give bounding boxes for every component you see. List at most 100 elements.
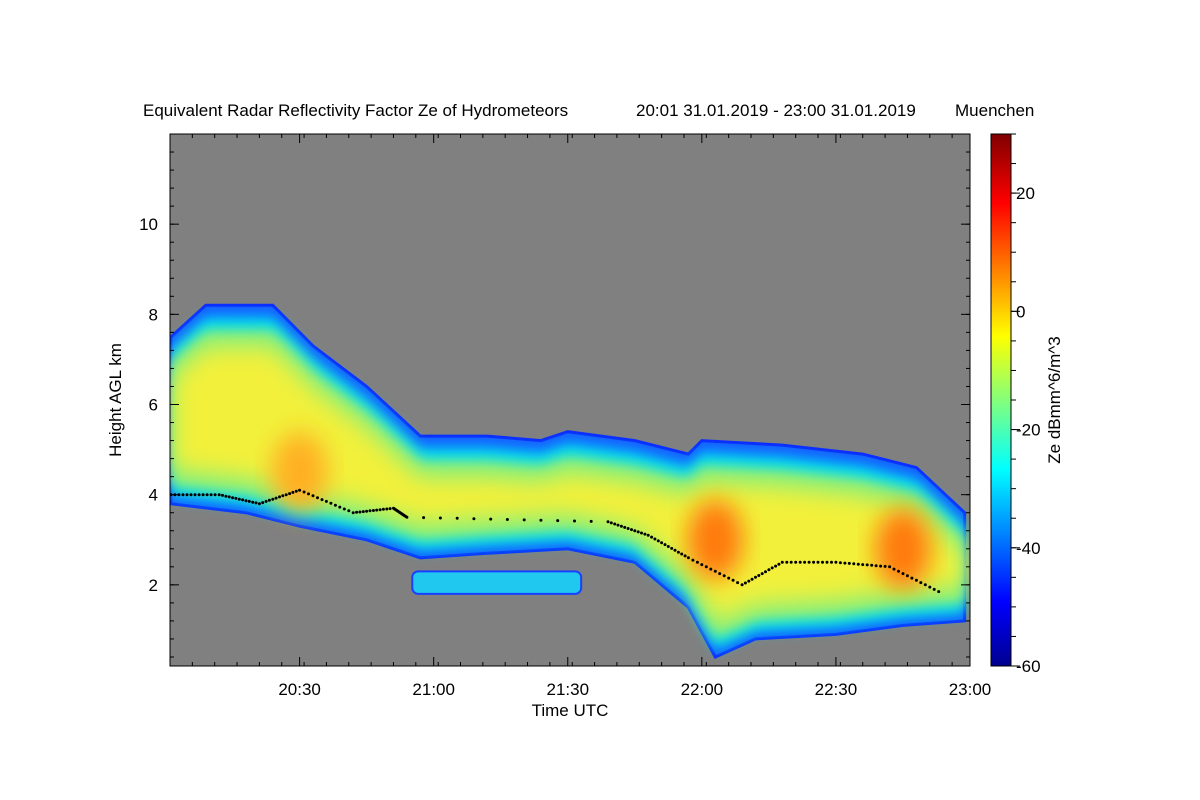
melting-layer-mark (807, 560, 811, 564)
melting-layer-mark (385, 507, 389, 511)
melting-layer-mark (284, 493, 288, 497)
melting-layer-mark (905, 574, 909, 578)
melting-layer-mark (329, 501, 333, 505)
colorbar-tick-label: 20 (1016, 184, 1035, 203)
melting-layer-mark (785, 560, 789, 564)
melting-layer-mark (883, 564, 887, 568)
melting-layer-mark (201, 493, 205, 497)
melting-layer-mark (695, 560, 699, 564)
melting-layer-mark (731, 578, 735, 582)
melting-layer-mark (663, 543, 667, 547)
y-axis-label: Height AGL km (106, 343, 125, 457)
melting-layer-mark (371, 509, 375, 512)
melting-layer-mark (794, 560, 798, 564)
melting-layer-mark (333, 503, 337, 507)
colorbar-ticks: 20 0 -20 -40 -60 (1011, 133, 1041, 676)
melting-layer-mark (650, 535, 654, 539)
x-tick-label: 20:30 (278, 680, 321, 699)
melting-layer-mark (718, 572, 722, 576)
melting-layer-mark (217, 493, 221, 497)
melting-layer-mark (278, 495, 281, 499)
melting-layer-mark (874, 564, 878, 568)
y-tick-label: 8 (149, 305, 158, 324)
melting-layer-mark (838, 561, 842, 565)
melting-layer-mark (760, 572, 764, 576)
melting-layer-mark (646, 533, 650, 537)
colorbar-tick-label: 0 (1016, 302, 1025, 321)
melting-layer-mark (378, 508, 382, 512)
echo-high-reflectivity (170, 345, 965, 624)
melting-layer-mark (673, 548, 677, 552)
melting-layer-mark (767, 568, 771, 572)
melting-layer-mark (686, 556, 690, 560)
melting-layer-mark (879, 564, 883, 568)
colorbar (990, 133, 1012, 667)
melting-layer-mark (630, 528, 633, 532)
echo-core (271, 432, 328, 513)
melting-layer-mark (919, 581, 923, 585)
melting-layer-mark (375, 508, 379, 512)
y-axis: 2 4 6 8 10 (139, 151, 970, 658)
melting-layer-mark (288, 492, 292, 496)
x-tick-label: 22:00 (681, 680, 724, 699)
chart-title: Equivalent Radar Reflectivity Factor Ze … (143, 101, 568, 120)
melting-layer-mark (821, 560, 824, 564)
melting-layer-mark (244, 499, 248, 503)
melting-layer-mark (812, 560, 816, 564)
x-axis: 20:30 21:00 21:30 22:00 22:30 23:00 (169, 134, 991, 699)
chart-time-range: 20:01 31.01.2019 - 23:00 31.01.2019 (636, 101, 916, 120)
colorbar-label: Ze dBmm^6/m^3 (1045, 336, 1064, 463)
melting-layer-mark (316, 496, 319, 500)
melting-layer-mark (247, 499, 251, 503)
melting-layer-mark (928, 585, 932, 589)
melting-layer-mark (251, 500, 255, 504)
melting-layer-mark (489, 517, 493, 521)
echo-layer (170, 303, 967, 659)
melting-layer-mark (254, 501, 258, 505)
colorbar-tick-label: -40 (1016, 539, 1041, 558)
melting-layer-mark (937, 590, 941, 594)
melting-layer-mark (750, 577, 754, 581)
melting-layer-mark (241, 498, 245, 502)
melting-layer-mark (320, 498, 324, 502)
melting-layer-mark (656, 539, 660, 543)
melting-layer-mark (680, 552, 684, 556)
y-tick-label: 10 (139, 215, 158, 234)
melting-layer-mark (856, 562, 860, 566)
melting-layer-mark (405, 515, 409, 519)
melting-layer-mark (910, 576, 914, 580)
melting-layer-mark (640, 531, 643, 535)
melting-layer-mark (923, 583, 927, 587)
melting-layer-mark (573, 519, 576, 523)
melting-layer-mark (324, 499, 328, 503)
melting-layer-mark (368, 509, 372, 513)
melting-layer-mark (780, 560, 784, 564)
melting-layer-mark (865, 563, 869, 567)
melting-layer-mark (311, 494, 315, 498)
melting-layer-mark (361, 510, 365, 514)
melting-layer-mark (556, 519, 560, 523)
melting-layer-mark (267, 498, 271, 502)
melting-layer-mark (455, 516, 459, 520)
melting-layer-mark (700, 563, 704, 567)
melting-layer-mark (789, 560, 793, 564)
melting-layer-mark (897, 569, 900, 573)
melting-layer-mark (224, 494, 228, 498)
melting-layer-mark (234, 496, 238, 500)
melting-layer-mark (888, 565, 892, 569)
melting-layer-mark (830, 560, 833, 564)
melting-layer-mark (264, 499, 268, 503)
melting-layer-mark (388, 507, 392, 511)
y-tick-label: 4 (149, 486, 158, 505)
melting-layer-mark (609, 521, 613, 525)
melting-layer-mark (302, 490, 306, 494)
y-tick-label: 2 (149, 576, 158, 595)
melting-layer-mark (774, 564, 778, 568)
lower-echo-layer (411, 570, 583, 595)
melting-layer-mark (189, 493, 193, 497)
melting-layer-mark (231, 496, 235, 500)
melting-layer-mark (713, 569, 717, 573)
x-axis-label: Time UTC (532, 701, 609, 720)
melting-layer-mark (670, 546, 674, 550)
